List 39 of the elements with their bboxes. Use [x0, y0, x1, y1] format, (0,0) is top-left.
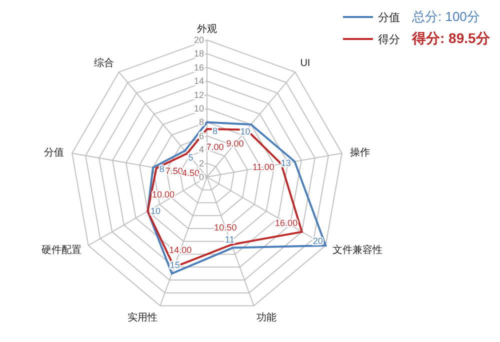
y-tick-label: 10 [194, 104, 204, 114]
y-tick-label: 4 [198, 144, 204, 155]
data-label: 11 [225, 234, 234, 244]
data-label: 14.00 [169, 245, 192, 256]
y-tick-label: 14 [194, 76, 204, 86]
data-label: 5 [188, 152, 194, 163]
data-label: 10.50 [214, 222, 237, 233]
spoke-label: UI [300, 58, 310, 69]
data-label: 7.50 [165, 166, 183, 176]
text: 总分: 100分 [412, 8, 480, 26]
y-tick-label: 12 [194, 90, 204, 100]
data-label: 15 [170, 260, 180, 270]
spoke-label: 外观 [197, 24, 217, 35]
data-label: 13 [280, 158, 291, 168]
y-tick-label: 0 [198, 172, 204, 182]
spoke-label: 功能 [256, 311, 277, 324]
legend-label: 分值 [378, 10, 400, 24]
data-label: 16.00 [275, 218, 298, 228]
data-label: 4.50 [182, 168, 200, 178]
data-label: 8 [159, 164, 164, 174]
y-tick-label: 8 [198, 117, 204, 128]
spoke-label: 硬件配置 [41, 244, 82, 256]
spoke-label: 文件兼容性 [332, 244, 383, 256]
spoke-label: 实用性 [127, 311, 158, 324]
y-tick-label: 2 [198, 158, 204, 168]
spoke-label: 分值 [44, 146, 64, 158]
data-label: 11.00 [252, 162, 274, 172]
y-tick-label: 16 [194, 62, 204, 72]
spoke-label: 操作 [350, 146, 370, 158]
data-label: 20 [312, 236, 323, 246]
data-label: 10.00 [152, 189, 175, 200]
y-tick-label: 18 [194, 48, 204, 59]
text: 得分: 89.5分 [412, 30, 490, 48]
y-tick-label: 20 [194, 35, 204, 45]
data-label: 9.00 [226, 138, 244, 149]
legend-label: 得分 [378, 32, 400, 46]
spoke-label: 综合 [94, 56, 114, 69]
data-label: 7.00 [206, 142, 224, 152]
data-label: 10 [150, 206, 160, 216]
